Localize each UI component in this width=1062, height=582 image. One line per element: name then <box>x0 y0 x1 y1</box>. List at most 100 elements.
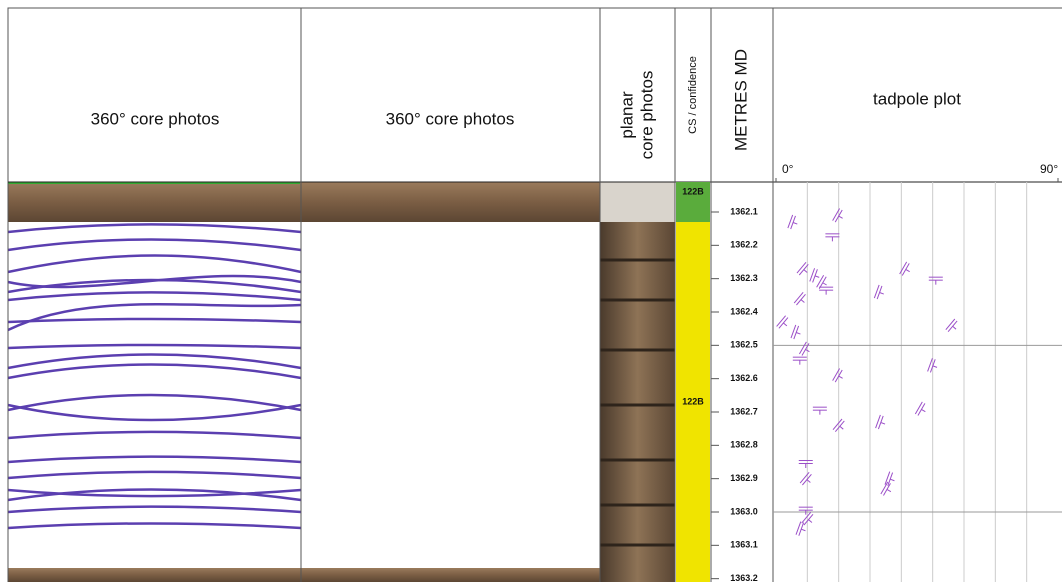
cs-label: 122B <box>682 396 704 406</box>
tadpole-tail <box>921 409 925 411</box>
tadpole-stroke <box>835 421 844 432</box>
tadpole-tail <box>839 216 843 218</box>
tadpole-tail <box>953 326 956 329</box>
tadpole <box>799 507 813 514</box>
tadpole <box>833 419 848 435</box>
tadpole <box>833 209 846 225</box>
column-title: 360° core photos <box>386 109 515 128</box>
tadpole <box>777 316 792 332</box>
tadpole-stroke <box>900 262 907 274</box>
sinusoid <box>8 225 301 233</box>
tadpole-stroke <box>918 403 925 415</box>
y-tick-label: 1362.7 <box>730 406 758 416</box>
y-tick-label: 1362.1 <box>730 206 758 216</box>
column-title: planar <box>617 91 636 139</box>
sinusoid <box>8 365 301 379</box>
y-tick-label: 1362.8 <box>730 440 758 450</box>
tadpole-stroke <box>883 483 890 495</box>
tadpole-stroke <box>915 402 922 414</box>
tadpole <box>928 358 940 374</box>
core-photo <box>8 182 301 222</box>
tadpole <box>876 415 888 431</box>
tadpole-tail <box>839 376 843 378</box>
tadpole <box>788 215 800 231</box>
tadpole-tail <box>783 323 786 326</box>
tadpole <box>793 357 807 365</box>
sinusoid <box>8 304 301 330</box>
y-tick-label: 1363.2 <box>730 573 758 582</box>
tadpole-tail <box>887 489 891 491</box>
tadpole-tail <box>823 283 827 285</box>
tadpole-tail <box>793 223 797 225</box>
sinusoid <box>8 256 301 273</box>
tadpole-tail <box>801 529 805 531</box>
tadpole-stroke <box>902 263 909 275</box>
tadpole <box>797 262 812 278</box>
tadpole-stroke <box>833 419 842 430</box>
x-tick-label: 0° <box>782 162 794 176</box>
core-photo <box>301 182 600 222</box>
sinusoid <box>8 345 301 348</box>
tadpole-tail <box>801 300 804 303</box>
y-tick-label: 1362.5 <box>730 340 758 350</box>
sinusoid <box>8 524 301 529</box>
tadpole-tail <box>815 276 819 278</box>
tadpole-stroke <box>948 321 957 332</box>
tadpole-stroke <box>794 292 803 303</box>
sinusoid <box>8 319 301 322</box>
chart-title: tadpole plot <box>873 89 961 108</box>
tadpole <box>885 472 897 488</box>
sinusoid <box>8 355 301 369</box>
sinusoid <box>8 507 301 512</box>
tadpole-stroke <box>796 294 805 305</box>
tadpole <box>799 342 812 358</box>
sinusoid <box>8 293 301 301</box>
tadpole <box>946 319 961 335</box>
tadpole-tail <box>906 269 910 271</box>
y-tick-label: 1362.4 <box>730 306 758 316</box>
sinusoid <box>8 457 301 462</box>
y-tick-label: 1363.1 <box>730 540 758 550</box>
core-photo <box>301 568 600 582</box>
tadpole-tail <box>840 426 843 429</box>
core-photo <box>8 568 301 582</box>
tadpole <box>796 522 808 538</box>
tadpole-tail <box>880 293 884 295</box>
planar-photo <box>600 182 675 222</box>
tadpole-stroke <box>779 318 788 329</box>
column-title: 360° core photos <box>91 109 220 128</box>
planar-photo <box>600 222 675 582</box>
tadpole <box>833 369 846 385</box>
y-tick-label: 1363.0 <box>730 506 758 516</box>
page: 360° core photos 360° core photos planar… <box>0 0 1062 582</box>
tadpole <box>802 512 817 528</box>
tadpole <box>915 402 928 418</box>
tadpole-tail <box>804 270 807 273</box>
tadpole-stroke <box>797 262 806 273</box>
sinusoid <box>8 395 301 410</box>
well-log: 360° core photos 360° core photos planar… <box>0 0 1062 582</box>
tadpole-tail <box>881 423 885 425</box>
sinusoid <box>8 405 301 420</box>
tadpole <box>819 287 833 295</box>
tadpole-stroke <box>799 342 806 354</box>
tadpole-stroke <box>946 319 955 330</box>
tadpole-tail <box>890 479 894 481</box>
y-tick-label: 1362.3 <box>730 273 758 283</box>
x-tick-label: 90° <box>1040 162 1058 176</box>
sinusoid <box>8 240 301 251</box>
column-title: CS / confidence <box>687 56 699 134</box>
tadpole-stroke <box>881 482 888 494</box>
column-title: METRES MD <box>731 49 750 151</box>
cs-label: 122B <box>682 186 704 196</box>
sinusoids <box>8 225 301 529</box>
tadpole <box>799 461 813 469</box>
tadpole <box>813 407 827 415</box>
tadpole <box>791 325 803 341</box>
tadpole <box>881 482 894 498</box>
sinusoid <box>8 472 301 478</box>
column-title: core photos <box>637 71 656 160</box>
y-tick-label: 1362.6 <box>730 373 758 383</box>
tadpole-tail <box>796 333 800 335</box>
y-tick-label: 1362.2 <box>730 240 758 250</box>
